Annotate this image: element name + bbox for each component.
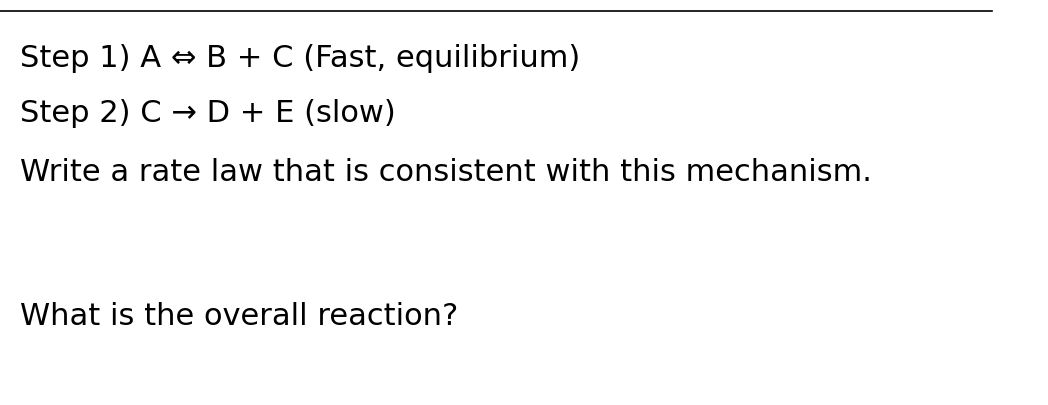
Text: Step 2) C → D + E (slow): Step 2) C → D + E (slow) (20, 99, 395, 128)
Text: Step 1) A ⇔ B + C (Fast, equilibrium): Step 1) A ⇔ B + C (Fast, equilibrium) (20, 44, 581, 73)
Text: What is the overall reaction?: What is the overall reaction? (20, 301, 458, 330)
Text: Write a rate law that is consistent with this mechanism.: Write a rate law that is consistent with… (20, 158, 872, 187)
